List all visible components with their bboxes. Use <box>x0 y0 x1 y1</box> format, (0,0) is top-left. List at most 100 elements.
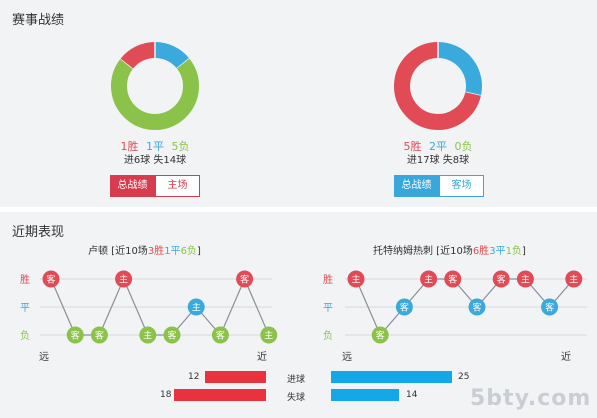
trend-point-circle <box>541 298 559 316</box>
trend-point-circle <box>42 270 60 288</box>
away-donut-slice-draw <box>437 42 482 96</box>
trend-point[interactable]: 客 <box>541 298 559 316</box>
trend-point-venue-label: 客 <box>46 274 55 286</box>
away-form-trend-chart: 胜平负主客客主 客客客 主客主远近 <box>323 270 587 363</box>
away-record-donut-chart <box>394 42 482 130</box>
home-team-name: 卢顿 <box>88 246 108 257</box>
trend-point[interactable]: 主 <box>139 326 157 344</box>
trend-point-venue-label: 客 <box>240 274 249 286</box>
trend-point-circle <box>347 270 365 288</box>
trend-point-circle <box>468 298 486 316</box>
trend-point-venue-label: 客 <box>216 330 225 342</box>
trend-point-venue-label: 客 <box>497 274 506 286</box>
home-venue-record-button[interactable]: 主场 <box>155 175 200 197</box>
overall-record-title: 赛事战绩 <box>12 13 65 28</box>
trend-point-circle <box>395 298 413 316</box>
home-trend-prefix: [近10场 <box>108 246 148 257</box>
home-total-record-button[interactable]: 总战绩 <box>110 175 155 197</box>
away-team-record: 5胜 2平 0负 进17球 失8球 <box>358 36 518 168</box>
home-goals-for-bar <box>205 371 266 383</box>
home-trend-losses: 6负 <box>180 246 197 257</box>
trend-row-label-win: 胜 <box>323 274 333 286</box>
trend-point[interactable]: 主 <box>565 270 583 288</box>
trend-point[interactable]: 主 <box>115 270 133 288</box>
away-trend-suffix: ] <box>521 246 526 257</box>
away-trend-draws: 3平 <box>489 246 506 257</box>
home-form-trend-chart: 胜平负客客 客主主 客主客客主远近 <box>20 270 278 363</box>
overall-record-panel: 赛事战绩 1胜 1平 5负 进6球 失14球 总战绩 主场 5胜 2平 0负 进… <box>0 0 597 207</box>
trend-point-circle <box>139 326 157 344</box>
away-goals-against-value: 14 <box>406 390 418 400</box>
trend-axis-far-label: 远 <box>39 351 49 363</box>
home-losses: 5负 <box>171 140 190 153</box>
trend-point-venue-label: 主 <box>351 274 360 286</box>
home-trend-suffix: ] <box>196 246 201 257</box>
trend-point-circle <box>66 326 84 344</box>
home-goals-against-bar <box>174 389 266 401</box>
goals-against-label: 失球 <box>287 393 306 403</box>
trend-point[interactable]: 主 <box>187 298 205 316</box>
trend-point[interactable]: 客 <box>90 326 108 344</box>
home-donut-slice-loss <box>111 58 199 130</box>
home-record-line: 1胜 1平 5负 <box>75 139 235 154</box>
home-goals-for-value: 12 <box>188 372 200 382</box>
home-trend-title: 卢顿 [近10场3胜1平6负] <box>88 242 201 257</box>
trend-point[interactable]: 客 <box>395 298 413 316</box>
trend-point-circle <box>565 270 583 288</box>
trend-point[interactable]: 客 <box>468 298 486 316</box>
trend-point-circle <box>260 326 278 344</box>
away-total-record-button[interactable]: 总战绩 <box>394 175 439 197</box>
trend-point-circle <box>236 270 254 288</box>
trend-point-circle <box>516 270 534 288</box>
away-donut-slice-win <box>394 42 481 130</box>
trend-point-circle <box>444 270 462 288</box>
trend-point-circle <box>371 326 389 344</box>
trend-point[interactable]: 客 <box>492 270 510 288</box>
trend-point-venue-label: 客 <box>167 330 176 342</box>
home-record-toggle: 总战绩 主场 <box>110 175 200 197</box>
trend-point-circle <box>211 326 229 344</box>
trend-axis-near-label: 近 <box>257 350 267 363</box>
trend-point[interactable]: 主 <box>347 270 365 288</box>
home-trend-wins: 3胜 <box>147 246 165 257</box>
trend-point-venue-label: 客 <box>71 330 80 342</box>
site-watermark: 5bty.com <box>470 386 592 411</box>
away-trend-prefix: [近10场 <box>433 246 473 257</box>
trend-row-label-draw: 平 <box>323 303 333 314</box>
home-trend-draws: 1平 <box>164 246 181 257</box>
trend-line <box>355 278 575 337</box>
trend-row-label-win: 胜 <box>20 274 30 286</box>
home-team-record: 1胜 1平 5负 进6球 失14球 <box>75 36 235 168</box>
home-goals-against-value: 18 <box>160 390 172 400</box>
away-venue-record-button[interactable]: 客场 <box>439 175 484 197</box>
trend-point[interactable]: 客 <box>42 270 60 288</box>
home-draws: 1平 <box>146 140 164 153</box>
away-wins: 5胜 <box>403 140 422 153</box>
recent-form-title: 近期表现 <box>12 225 65 240</box>
trend-row-label-loss: 负 <box>323 329 333 342</box>
trend-point-venue-label: 客 <box>95 330 104 342</box>
home-wins: 1胜 <box>120 140 139 153</box>
trend-point[interactable]: 主 <box>260 326 278 344</box>
trend-point-circle <box>115 270 133 288</box>
away-trend-title: 托特纳姆热刺 [近10场6胜3平1负] <box>373 242 526 257</box>
trend-point[interactable]: 客 <box>163 326 181 344</box>
trend-point[interactable]: 客 <box>371 326 389 344</box>
trend-point-circle <box>187 298 205 316</box>
trend-point[interactable]: 客 <box>236 270 254 288</box>
trend-point[interactable]: 主 <box>516 270 534 288</box>
trend-point-circle <box>90 326 108 344</box>
trend-point[interactable]: 客 <box>211 326 229 344</box>
trend-point[interactable]: 主 <box>420 270 438 288</box>
trend-point[interactable]: 客 <box>444 270 462 288</box>
trend-point-venue-label: 客 <box>448 274 457 286</box>
away-goals-for-value: 25 <box>458 372 470 382</box>
trend-point[interactable]: 客 <box>66 326 84 344</box>
away-record-toggle: 总战绩 客场 <box>394 175 484 197</box>
trend-point-circle <box>492 270 510 288</box>
away-record-line: 5胜 2平 0负 <box>358 139 518 154</box>
trend-row-label-draw: 平 <box>20 303 30 314</box>
trend-axis-far-label: 远 <box>342 351 352 363</box>
away-goals-for-bar <box>331 371 452 383</box>
trend-point-venue-label: 主 <box>521 274 530 286</box>
